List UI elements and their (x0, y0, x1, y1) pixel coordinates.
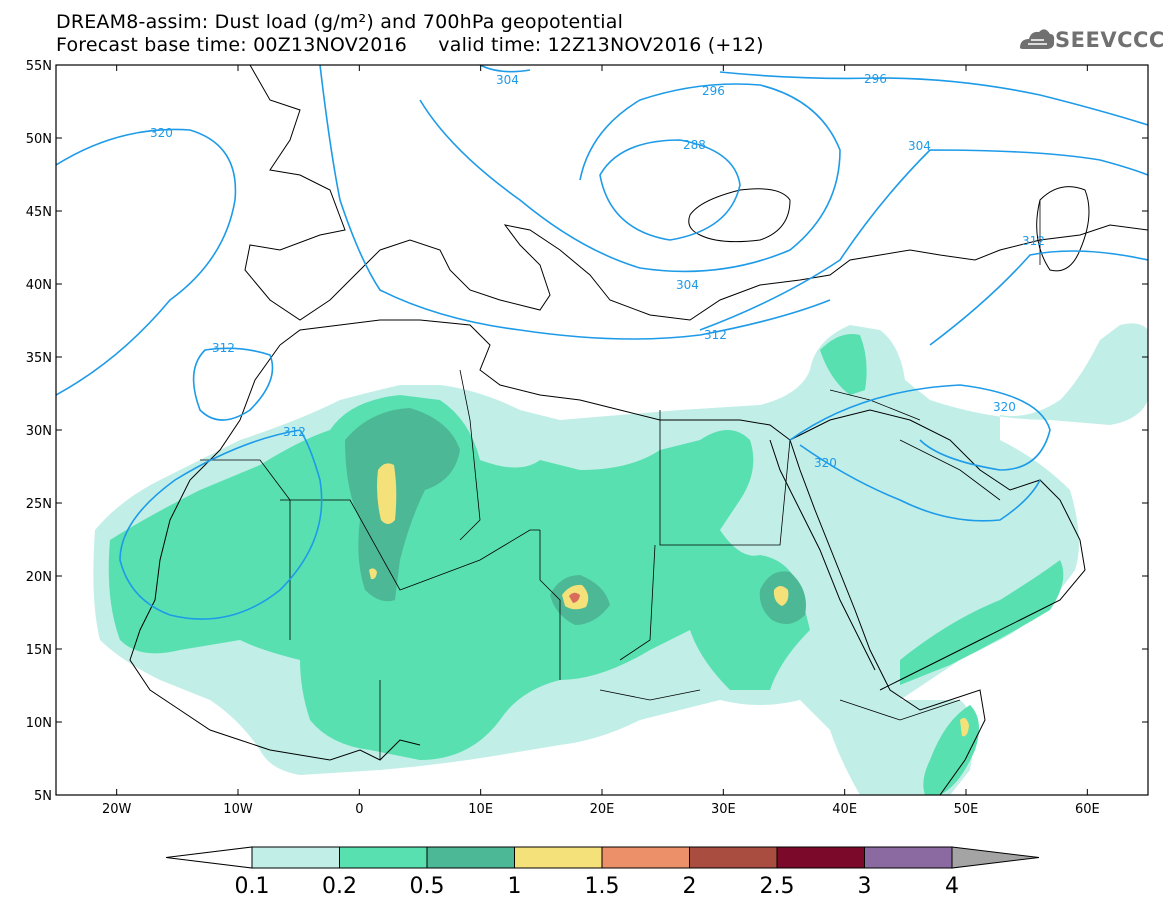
colorbar-label: 3 (858, 874, 872, 899)
colorbar-label: 2.5 (760, 874, 795, 899)
lon-label: 0 (355, 802, 363, 817)
contour-296-east (719, 71, 1148, 126)
contour-296-north (419, 83, 841, 273)
lat-label: 45N (26, 205, 52, 220)
coastline-red-sea (769, 439, 876, 671)
coastline-black-sea (688, 188, 791, 243)
colorbar-segment (339, 846, 428, 869)
colorbar-label: 0.5 (410, 874, 445, 899)
contour-label: 312 (283, 425, 306, 439)
contour-label: 320 (814, 456, 837, 470)
lat-label: 15N (26, 643, 52, 658)
colorbar-max-arrow (951, 846, 1040, 869)
contour-312-west-loop2 (119, 429, 323, 620)
contour-label: 296 (864, 72, 887, 86)
contour-label: 304 (908, 139, 931, 153)
contour-304-north-arc (479, 65, 531, 73)
lon-label: 20E (590, 802, 615, 817)
lat-label: 30N (26, 424, 52, 439)
latitude-axis: 55N 50N 45N 40N 35N 30N 25N 20N 15N 10N 5N (26, 59, 1148, 804)
colorbar-segment (251, 846, 340, 869)
colorbar-segment (776, 846, 865, 869)
lon-label: 30E (711, 802, 736, 817)
lat-label: 20N (26, 570, 52, 585)
contour-label: 320 (993, 400, 1016, 414)
colorbar: 0.1 0.2 0.5 1 1.5 2 2.5 3 4 (165, 846, 1040, 899)
seevccc-logo-icon (1020, 29, 1055, 49)
coastlines (129, 65, 1148, 795)
lat-label: 55N (26, 59, 52, 74)
dust-region-high-mali (369, 568, 377, 580)
colorbar-label: 4 (945, 874, 959, 899)
lat-label: 5N (34, 789, 52, 804)
dust-region-high-algeria (377, 463, 397, 524)
contour-288 (599, 139, 741, 241)
contour-304-europe (319, 65, 831, 340)
colorbar-min-arrow (165, 846, 253, 869)
colorbar-label: 1 (508, 874, 522, 899)
contour-320-west (56, 128, 237, 396)
coastline-arabia (789, 409, 1086, 691)
map-title: DREAM8-assim: Dust load (g/m²) and 700hP… (56, 11, 624, 33)
lat-label: 40N (26, 278, 52, 293)
lat-label: 50N (26, 132, 52, 147)
longitude-axis: 20W 10W 0 10E 20E 30E 40E 50E 60E (102, 65, 1100, 817)
country-borders (200, 200, 1041, 760)
contour-320-arabia (789, 384, 1051, 471)
contour-label: 312 (1022, 234, 1045, 248)
lat-label: 10N (26, 716, 52, 731)
contour-320-arabia-2 (799, 444, 1041, 522)
lon-label: 20W (102, 802, 132, 817)
lon-label: 10W (223, 802, 253, 817)
colorbar-label: 0.1 (235, 874, 270, 899)
lon-label: 40E (832, 802, 857, 817)
contour-label: 320 (150, 126, 173, 140)
contour-label: 304 (676, 278, 699, 292)
dust-region-medium-arabia-south (900, 560, 1064, 685)
colorbar-segment (601, 846, 690, 869)
contour-312-east (929, 250, 1148, 346)
colorbar-label: 0.2 (322, 874, 357, 899)
contour-304-east (699, 149, 1148, 331)
lon-label: 50E (954, 802, 979, 817)
logo-text: SEEVCCC (1055, 28, 1165, 52)
dust-layer (93, 323, 1148, 795)
dust-region-high-somalia (960, 717, 969, 737)
coastline-europe (244, 65, 1148, 321)
contour-label: 304 (496, 73, 519, 87)
contour-label: 312 (212, 341, 235, 355)
colorbar-segment (864, 846, 953, 869)
lon-label: 10E (468, 802, 493, 817)
geopotential-contours (56, 65, 1148, 620)
colorbar-segment (514, 846, 603, 869)
dust-region-dark (345, 408, 460, 602)
contour-label: 296 (702, 84, 725, 98)
forecast-time-subtitle: Forecast base time: 00Z13NOV2016 valid t… (56, 34, 764, 56)
contour-312-west-loop (192, 347, 274, 421)
contour-label: 288 (683, 138, 706, 152)
colorbar-label: 2 (683, 874, 697, 899)
colorbar-segment (689, 846, 778, 869)
lon-label: 60E (1075, 802, 1100, 817)
colorbar-segment (426, 846, 515, 869)
colorbar-label: 1.5 (585, 874, 620, 899)
lat-label: 35N (26, 351, 52, 366)
coastline-north-africa (279, 319, 986, 795)
dust-region-medium (108, 395, 810, 760)
dust-region-peak-chad (569, 592, 580, 603)
dust-region-high-sudan (773, 586, 789, 606)
contour-label: 312 (704, 328, 727, 342)
contour-label-group: 304 296 296 288 304 312 304 312 320 312 … (150, 72, 1045, 470)
dust-region-medium-arabia (820, 334, 867, 395)
lat-label: 25N (26, 497, 52, 512)
